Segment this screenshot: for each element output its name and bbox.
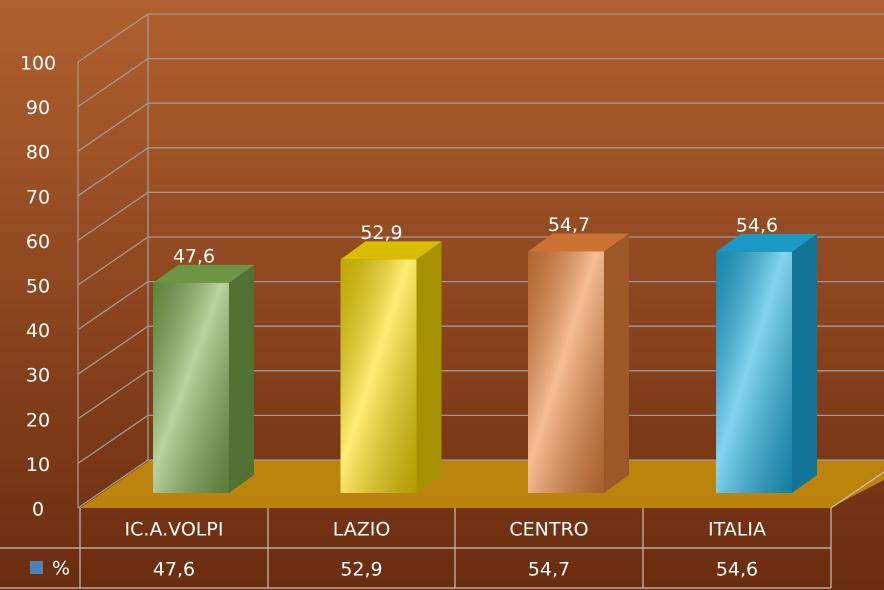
bar-side-shade [229,264,254,493]
grid-line [77,459,884,509]
grid-line [77,325,884,375]
grid-line [77,13,884,63]
grid-line [77,147,884,197]
bar-shine [153,282,229,493]
grid-line [77,280,884,331]
y-tick-label: 100 [20,53,56,75]
grid-line [77,102,884,152]
table-value: 52,9 [340,559,382,581]
grid-line [77,57,884,108]
x-tick-label: CENTRO [509,519,588,541]
bar-shine [340,259,417,493]
grid-line [77,370,884,420]
y-tick-label: 30 [26,365,50,387]
x-tick-label: LAZIO [333,519,391,541]
grid-line [77,236,884,286]
bar-side-shade [604,233,629,494]
x-tick-label: ITALIA [708,519,766,541]
bar-top-shade [716,233,817,252]
bar-side [792,233,817,493]
bar-shine [716,251,792,493]
table-value: 54,6 [716,559,758,581]
data-label: 52,9 [360,222,402,244]
y-tick-label: 0 [32,499,44,521]
bar-side [604,233,629,494]
bar-top [340,241,442,260]
data-table [0,471,884,589]
table-value: 47,6 [153,559,195,581]
bar-shine [528,251,604,493]
bar-top [153,264,254,283]
bar-top-shade [340,241,442,260]
bar-side [229,264,254,493]
grid-line [77,191,884,241]
bar-top [716,233,817,252]
y-tick-label: 40 [26,320,50,342]
legend-swatch [30,561,43,574]
y-tick-label: 90 [26,97,50,119]
bar-top [528,233,629,252]
data-label: 47,6 [173,245,215,267]
bar-top-shade [528,233,629,252]
data-label: 54,6 [736,214,778,236]
y-tick-label: 20 [26,409,50,431]
bar-top-shade [153,264,254,283]
y-tick-label: 70 [26,186,50,208]
bar-side-shade [792,233,817,493]
y-tick-label: 80 [26,142,50,164]
table-value: 54,7 [528,559,570,581]
x-tick-label: IC.A.VOLPI [125,519,224,541]
legend-label: % [52,558,70,580]
grid-line [77,414,884,464]
y-tick-label: 10 [26,454,50,476]
floor [80,460,884,508]
y-tick-label: 50 [26,276,50,298]
bar-side-shade [416,241,442,493]
bar-side [416,241,442,493]
data-label: 54,7 [548,214,590,236]
y-tick-label: 60 [26,231,50,253]
